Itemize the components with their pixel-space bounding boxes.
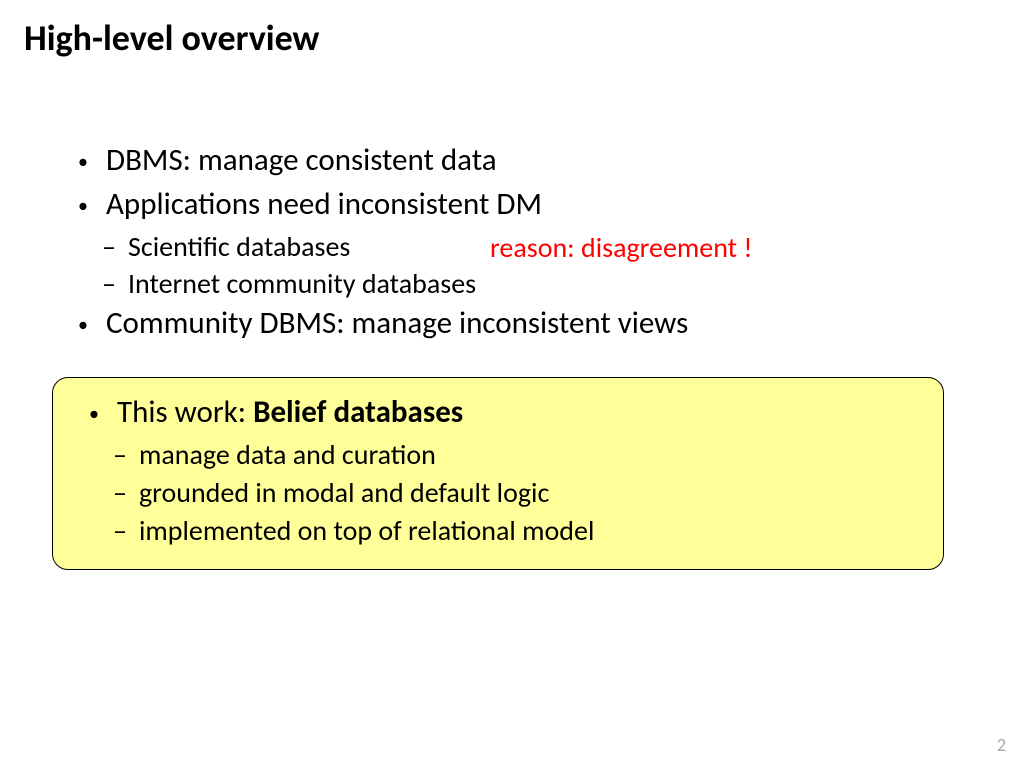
annotation-text: reason: disagreement ! [490,230,753,265]
bullet-text: DBMS: manage consistent data [106,140,497,182]
bullet-dot-icon: • [89,404,117,424]
spacer [60,347,964,377]
sub-bullet-item: – grounded in modal and default logic [63,474,933,512]
sub-bullet-item: – Internet community databases [60,265,964,303]
bullet-dot-icon: • [78,196,106,216]
sub-bullet-text: Scientific databases [128,228,350,266]
slide-content: • DBMS: manage consistent data • Applica… [0,60,1024,570]
bullet-text: Applications need inconsistent DM [106,184,542,226]
bullet-item: • DBMS: manage consistent data [60,140,964,182]
bullet-bold: Belief databases [253,393,463,431]
dash-icon: – [113,513,139,548]
bullet-dot-icon: • [78,152,106,172]
dash-icon: – [113,437,139,472]
bullet-item: • This work: Belief databases [63,392,933,434]
sub-bullet-item: – manage data and curation [63,436,933,474]
bullet-text: Community DBMS: manage inconsistent view… [106,303,688,345]
highlight-box: • This work: Belief databases – manage d… [52,377,944,570]
sub-bullet-text: implemented on top of relational model [139,512,594,550]
bullet-item: • Applications need inconsistent DM [60,184,964,226]
bullet-text: This work: Belief databases [117,392,463,434]
sub-bullet-text: Internet community databases [128,265,476,303]
dash-icon: – [102,266,128,301]
bullet-item: • Community DBMS: manage inconsistent vi… [60,303,964,345]
dash-icon: – [102,229,128,264]
sub-bullet-item: – implemented on top of relational model [63,512,933,550]
sub-bullet-text: manage data and curation [139,436,436,474]
slide-title: High-level overview [0,0,1024,60]
sub-bullet-text: grounded in modal and default logic [139,474,549,512]
page-number: 2 [997,734,1006,756]
bullet-dot-icon: • [78,315,106,335]
bullet-prefix: This work: [117,393,253,431]
dash-icon: – [113,475,139,510]
